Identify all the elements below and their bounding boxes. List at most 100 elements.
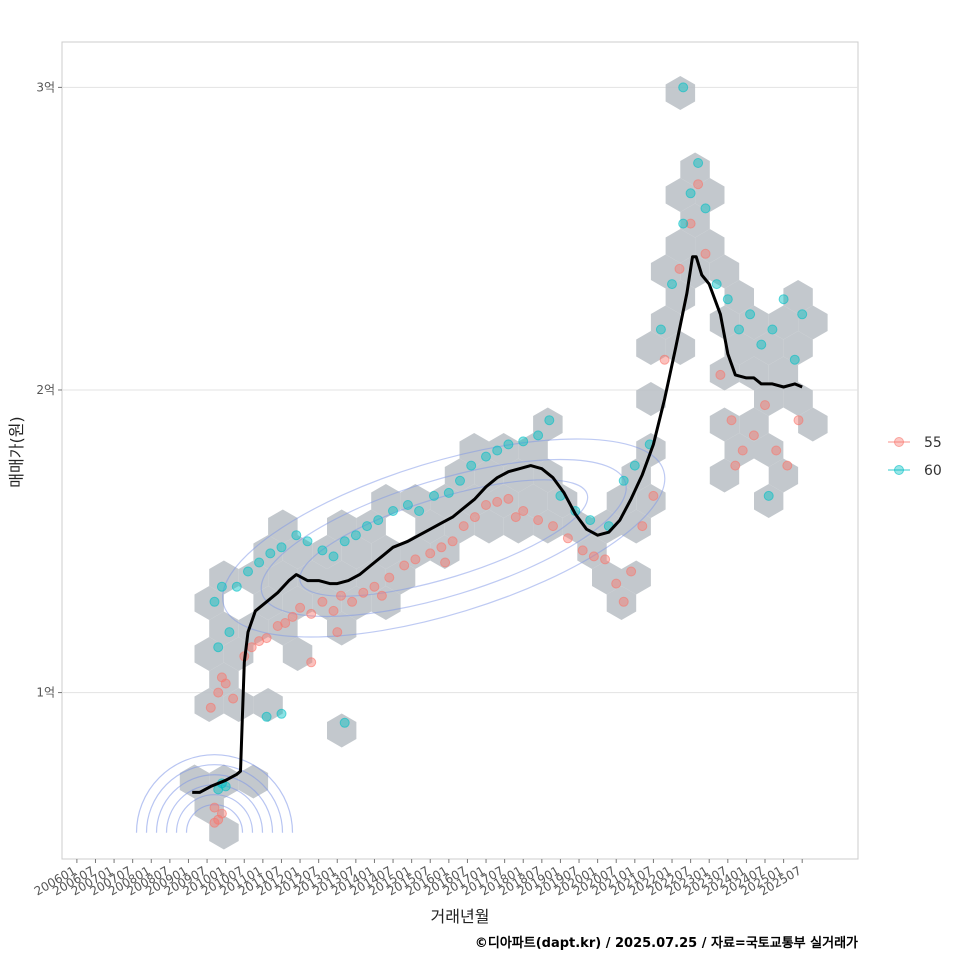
data-point-55 (533, 515, 544, 526)
data-point-60 (350, 530, 361, 541)
data-point-60 (443, 487, 454, 498)
data-point-60 (667, 279, 677, 290)
hexbin-cell (592, 560, 622, 595)
trend-line (192, 255, 803, 794)
data-point-55 (336, 590, 346, 601)
data-point-60 (414, 506, 425, 516)
data-point-55 (358, 587, 369, 598)
data-point-60 (243, 566, 253, 577)
data-point-60 (481, 451, 491, 462)
data-point-60 (533, 430, 544, 441)
data-point-60 (544, 415, 555, 426)
data-point-55 (332, 627, 343, 638)
data-point-55 (659, 354, 670, 365)
plot-area (61, 41, 859, 860)
data-point-60 (302, 536, 313, 547)
hexbin-cell (636, 382, 666, 416)
data-point-60 (655, 324, 666, 335)
data-point-55 (440, 557, 451, 568)
data-point-55 (384, 572, 395, 583)
data-point-60 (429, 490, 439, 501)
data-point-55 (730, 460, 741, 471)
data-point-55 (626, 566, 637, 577)
data-point-55 (425, 548, 436, 559)
data-point-60 (209, 596, 220, 607)
data-point-55 (328, 605, 339, 616)
hexbin-cell (238, 764, 269, 799)
data-point-60 (328, 551, 339, 562)
hexbin-cell (518, 433, 548, 467)
legend-entry-55[interactable]: 55 (888, 435, 942, 451)
density-contour (185, 804, 244, 833)
data-point-60 (213, 642, 224, 653)
data-point-55 (674, 263, 685, 274)
hexbin-cell (709, 305, 740, 340)
hexbin-cell (371, 586, 401, 620)
data-point-60 (778, 294, 789, 305)
hexbin-cell (783, 382, 813, 416)
hexbin-cell (636, 484, 666, 518)
data-point-55 (685, 218, 696, 229)
hexbin-cell (282, 586, 313, 620)
data-point-55 (715, 369, 726, 380)
hexbin-cell (783, 331, 813, 365)
hexbin-cell (798, 407, 828, 442)
hexbin-cell (636, 331, 666, 365)
hexbin-cell (533, 509, 563, 544)
data-point-55 (399, 560, 410, 571)
data-point-55 (771, 445, 782, 456)
hexbin-cell (754, 433, 784, 467)
hexbin-cell (415, 509, 445, 544)
hexbin-cell (327, 560, 357, 595)
data-point-55 (306, 657, 317, 668)
data-point-60 (254, 557, 265, 568)
data-point-60 (678, 82, 689, 93)
legend-entry-60[interactable]: 60 (888, 463, 942, 479)
data-point-60 (797, 309, 808, 320)
data-point-60 (678, 218, 689, 229)
hexbin-cell (621, 560, 651, 595)
hexbin-cell (665, 229, 696, 263)
hexbin-cell (783, 280, 813, 314)
hexbin-cell (327, 611, 357, 646)
hexbin-cell (768, 458, 799, 493)
data-point-55 (306, 608, 317, 619)
hexbin-cell (474, 509, 504, 544)
hexbin-cell (194, 586, 224, 620)
hexbin-cell (489, 433, 519, 467)
source-caption: ©디아파트(dapt.kr) / 2025.07.25 / 자료=국토교통부 실… (475, 935, 858, 951)
data-point-55 (261, 633, 272, 644)
legend-label: 60 (924, 463, 942, 479)
data-point-60 (700, 203, 711, 214)
hexbin-cell (268, 611, 298, 646)
data-point-55 (637, 521, 648, 532)
data-point-55 (618, 596, 629, 607)
y-axis-title: 매매가(원) (7, 416, 26, 487)
density-contour (260, 458, 627, 618)
hexbin-cell (695, 229, 725, 263)
legend-label: 55 (924, 435, 942, 451)
data-point-55 (481, 500, 491, 510)
hexbin-cell (282, 637, 313, 671)
data-point-60 (763, 490, 774, 501)
data-point-60 (373, 515, 384, 526)
data-point-55 (726, 415, 737, 426)
hexbin-cell (297, 560, 327, 595)
data-point-55 (369, 581, 380, 592)
hexbin-cell (209, 560, 239, 595)
data-point-60 (265, 548, 276, 559)
data-point-60 (745, 309, 756, 320)
data-point-55 (503, 493, 514, 504)
hexbin-cell (724, 433, 754, 467)
legend-key-point (894, 437, 904, 447)
hexbin-cell (194, 637, 224, 671)
data-point-60 (402, 500, 413, 510)
data-point-55 (510, 512, 521, 523)
density-contour (222, 438, 666, 638)
data-point-60 (362, 521, 372, 532)
data-point-55 (458, 521, 469, 532)
hexbin-cell (371, 484, 401, 518)
x-axis-title: 거래년월 (431, 907, 490, 926)
hexbin-cell (430, 535, 460, 569)
data-point-60 (518, 436, 529, 447)
